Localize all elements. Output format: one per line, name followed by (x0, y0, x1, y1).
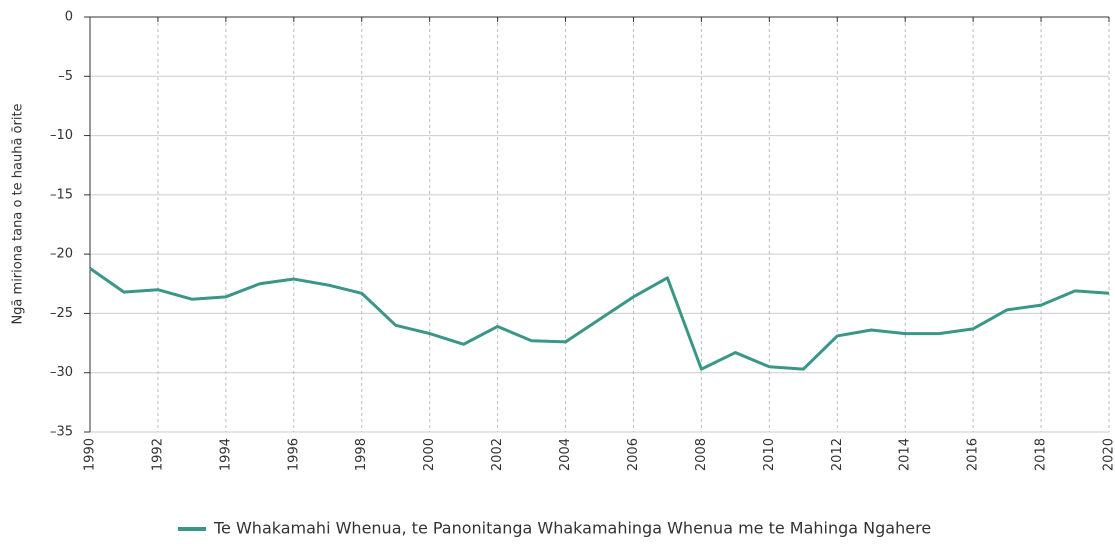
y-tick-label: –5 (58, 69, 73, 84)
series-line (90, 268, 1109, 369)
y-tick-label: 0 (65, 10, 73, 25)
y-tick-label: –10 (50, 128, 73, 143)
x-tick-label: 2016 (966, 438, 981, 471)
x-tick-label: 2000 (422, 438, 437, 471)
y-tick-label: –25 (50, 306, 73, 321)
y-tick-label: –20 (50, 247, 73, 262)
x-tick-label: 2004 (558, 438, 573, 471)
x-tick-label: 1996 (286, 438, 301, 471)
y-tick-label: –30 (50, 365, 73, 380)
x-tick-label: 2012 (830, 438, 845, 471)
x-tick-label: 1992 (150, 438, 165, 471)
y-axis-label: Ngā miriona tana o te hauhā ōrite (11, 103, 26, 324)
x-tick-label: 1998 (354, 438, 369, 471)
x-tick-label: 2020 (1102, 438, 1115, 471)
x-tick-label: 1994 (218, 438, 233, 471)
legend-label: Te Whakamahi Whenua, te Panonitanga Whak… (213, 519, 931, 538)
x-tick-label: 2008 (694, 438, 709, 471)
y-tick-label: –15 (50, 187, 73, 202)
x-tick-label: 2014 (898, 438, 913, 471)
x-tick-label: 2006 (626, 438, 641, 471)
y-tick-label: –35 (50, 425, 73, 440)
x-tick-label: 2018 (1034, 438, 1049, 471)
x-tick-label: 2002 (490, 438, 505, 471)
x-tick-label: 2010 (762, 438, 777, 471)
x-tick-label: 1990 (83, 438, 98, 471)
